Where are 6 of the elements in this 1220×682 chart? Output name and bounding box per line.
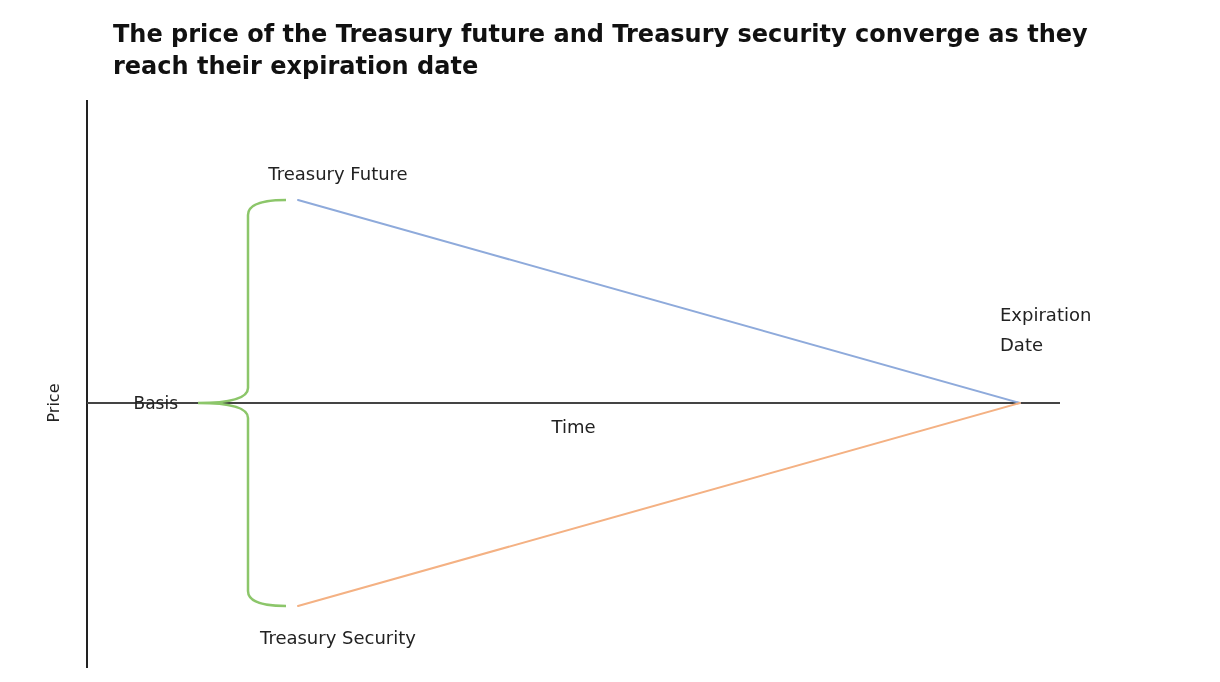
y-axis-title: Price bbox=[44, 383, 63, 423]
x-axis-title: Time bbox=[550, 416, 596, 437]
series-label: Treasury Future bbox=[267, 163, 408, 184]
chart-title: The price of the Treasury future and Treasury security converge as they reach their expiration date bbox=[113, 20, 1088, 80]
annotation: Expiration Date bbox=[1000, 304, 1092, 355]
text: Treasury Security bbox=[259, 627, 417, 648]
